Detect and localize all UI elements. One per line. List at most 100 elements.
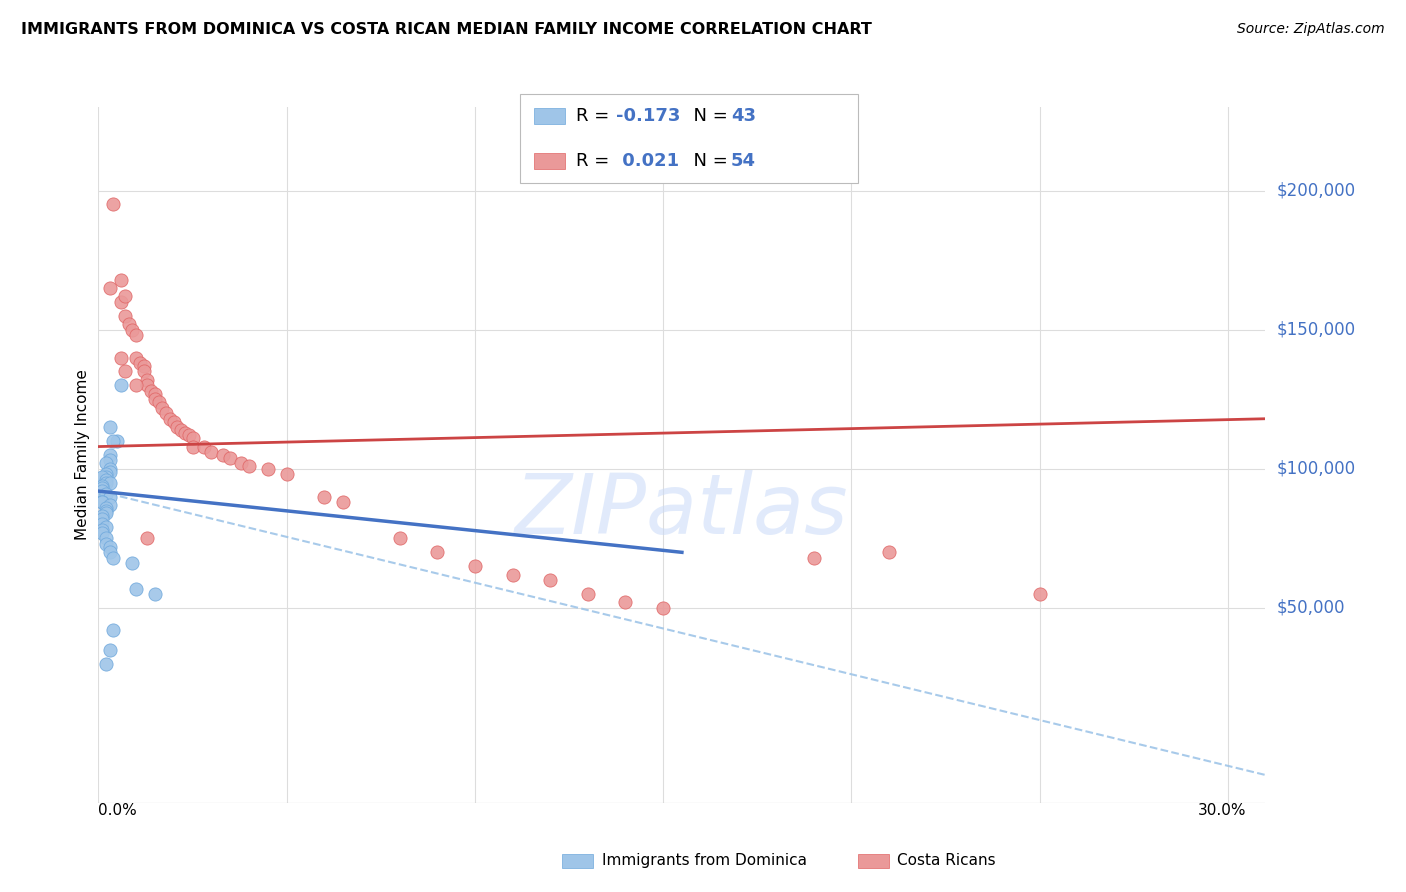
Point	[91, 525, 114, 540]
Text: IMMIGRANTS FROM DOMINICA VS COSTA RICAN MEDIAN FAMILY INCOME CORRELATION CHART: IMMIGRANTS FROM DOMINICA VS COSTA RICAN …	[21, 22, 872, 37]
Point	[91, 523, 114, 537]
Point	[803, 550, 825, 565]
Point	[91, 481, 114, 495]
Point	[98, 281, 121, 295]
Point	[94, 500, 117, 515]
Point	[136, 378, 159, 392]
Point	[98, 545, 121, 559]
Point	[91, 495, 114, 509]
Point	[174, 425, 197, 440]
Point	[877, 545, 900, 559]
Point	[502, 567, 524, 582]
Text: 0.021: 0.021	[616, 152, 679, 169]
Point	[132, 364, 155, 378]
Point	[231, 456, 253, 470]
Point	[181, 440, 204, 454]
Point	[125, 351, 148, 365]
Point	[139, 384, 162, 398]
Point	[117, 317, 139, 331]
Point	[98, 490, 121, 504]
Point	[538, 573, 561, 587]
Point	[125, 378, 148, 392]
Text: ZIPatlas: ZIPatlas	[515, 470, 849, 551]
Point	[148, 395, 170, 409]
Point	[94, 456, 117, 470]
Point	[94, 532, 117, 546]
Y-axis label: Median Family Income: Median Family Income	[75, 369, 90, 541]
Point	[94, 507, 117, 521]
Text: $150,000: $150,000	[1277, 321, 1355, 339]
Point	[94, 487, 117, 501]
Point	[132, 359, 155, 373]
Text: R =: R =	[576, 107, 616, 125]
Point	[94, 467, 117, 482]
Point	[1028, 587, 1050, 601]
Point	[110, 351, 132, 365]
Point	[152, 401, 174, 415]
Point	[125, 582, 148, 596]
Text: $50,000: $50,000	[1277, 599, 1346, 617]
Point	[94, 520, 117, 534]
Point	[91, 484, 114, 499]
Point	[155, 406, 177, 420]
Point	[121, 557, 143, 571]
Text: -0.173: -0.173	[616, 107, 681, 125]
Point	[143, 386, 166, 401]
Point	[110, 378, 132, 392]
Point	[332, 495, 354, 509]
Point	[143, 587, 166, 601]
Text: N =: N =	[682, 107, 734, 125]
Point	[91, 478, 114, 492]
Point	[200, 445, 222, 459]
Point	[128, 356, 150, 370]
Point	[121, 323, 143, 337]
Point	[94, 503, 117, 517]
Point	[136, 373, 159, 387]
Point	[256, 462, 278, 476]
Point	[219, 450, 242, 465]
Point	[94, 475, 117, 490]
Point	[105, 434, 128, 448]
Point	[98, 475, 121, 490]
Point	[91, 512, 114, 526]
Point	[110, 272, 132, 286]
Text: 54: 54	[731, 152, 756, 169]
Text: 0.0%: 0.0%	[98, 803, 138, 818]
Point	[143, 392, 166, 407]
Point	[103, 197, 125, 211]
Point	[163, 415, 186, 429]
Text: Immigrants from Dominica: Immigrants from Dominica	[602, 854, 807, 868]
Point	[181, 431, 204, 445]
Point	[91, 517, 114, 532]
Point	[94, 473, 117, 487]
Point	[211, 448, 233, 462]
Point	[464, 559, 486, 574]
Point	[110, 294, 132, 309]
Point	[98, 498, 121, 512]
Point	[91, 495, 114, 509]
Point	[193, 440, 215, 454]
Text: $100,000: $100,000	[1277, 460, 1355, 478]
Point	[114, 364, 136, 378]
Point	[276, 467, 298, 482]
Point	[136, 532, 159, 546]
Point	[98, 642, 121, 657]
Text: $200,000: $200,000	[1277, 182, 1355, 200]
Point	[614, 595, 637, 609]
Point	[94, 470, 117, 484]
Point	[103, 434, 125, 448]
Point	[103, 550, 125, 565]
Point	[94, 657, 117, 671]
Point	[576, 587, 599, 601]
Point	[388, 532, 411, 546]
Text: 43: 43	[731, 107, 756, 125]
Point	[94, 537, 117, 551]
Point	[238, 458, 260, 473]
Text: N =: N =	[682, 152, 734, 169]
Point	[91, 509, 114, 524]
Point	[177, 428, 200, 442]
Point	[98, 540, 121, 554]
Point	[426, 545, 449, 559]
Point	[652, 601, 675, 615]
Point	[170, 423, 193, 437]
